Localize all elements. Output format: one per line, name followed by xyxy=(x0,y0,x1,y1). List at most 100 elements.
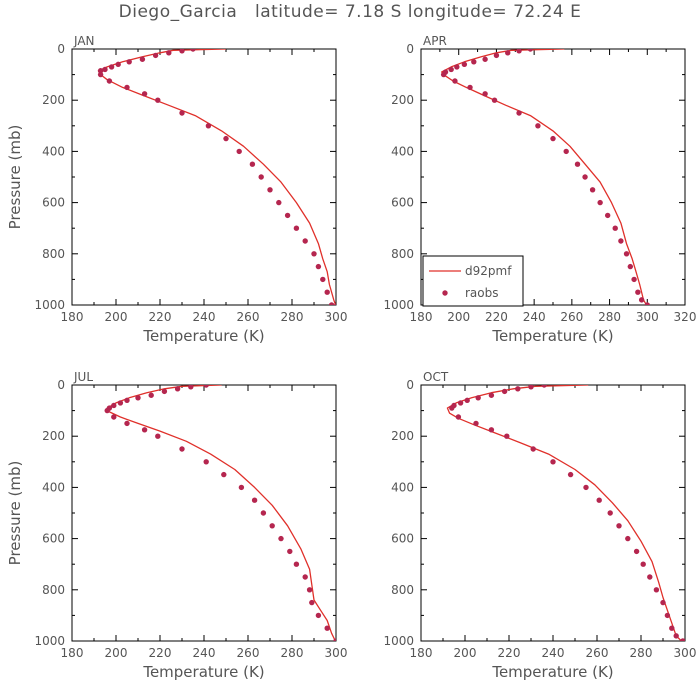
x-axis-label: Temperature (K) xyxy=(142,663,264,681)
y-tick-label: 800 xyxy=(391,247,414,261)
data-point-raobs xyxy=(324,289,330,295)
data-point-raobs xyxy=(302,238,308,244)
legend-dot-swatch xyxy=(442,290,448,296)
data-point-raobs xyxy=(604,212,611,219)
data-point-raobs xyxy=(111,402,117,409)
y-tick-label: 1000 xyxy=(383,298,414,312)
series-line-d92pmf xyxy=(106,385,336,641)
x-tick-label: 200 xyxy=(105,646,128,660)
x-tick-label: 280 xyxy=(281,646,304,660)
data-point-raobs xyxy=(108,64,115,70)
x-tick-label: 180 xyxy=(410,646,433,660)
y-tick-label: 0 xyxy=(406,378,414,392)
x-tick-label: 220 xyxy=(498,646,521,660)
data-point-raobs xyxy=(631,276,637,283)
data-point-raobs xyxy=(152,52,159,59)
data-point-raobs xyxy=(203,385,209,388)
y-tick-label: 0 xyxy=(57,378,65,392)
data-point-raobs xyxy=(493,52,500,59)
data-point-raobs xyxy=(625,535,631,542)
y-tick-label: 1000 xyxy=(383,634,414,648)
data-point-raobs xyxy=(669,625,675,631)
y-tick-label: 800 xyxy=(42,583,65,597)
data-point-raobs xyxy=(644,302,650,305)
y-tick-label: 200 xyxy=(391,93,414,107)
x-tick-label: 240 xyxy=(523,310,546,324)
data-point-raobs xyxy=(664,612,671,619)
data-point-raobs xyxy=(607,510,613,516)
data-point-raobs xyxy=(673,633,679,639)
data-point-raobs xyxy=(221,471,227,478)
data-point-raobs xyxy=(141,427,148,433)
y-tick-label: 600 xyxy=(391,532,414,546)
data-point-raobs xyxy=(315,612,322,619)
plot-frame xyxy=(71,48,337,306)
data-point-raobs xyxy=(467,84,473,91)
x-tick-label: 180 xyxy=(61,310,84,324)
data-point-raobs xyxy=(516,110,522,116)
data-point-raobs xyxy=(249,161,256,167)
x-tick-label: 280 xyxy=(281,310,304,324)
data-point-raobs xyxy=(155,97,161,103)
data-point-raobs xyxy=(276,199,282,206)
panel-jul: 180 200 220 240 260 280 300 0 200 400 600 800 1000 JU… xyxy=(6,370,347,681)
data-point-raobs xyxy=(640,561,646,567)
data-point-raobs xyxy=(583,484,589,491)
y-axis-label: Pressure (mb) xyxy=(6,461,24,566)
legend-label-model: d92pmf xyxy=(465,264,512,278)
legend-box xyxy=(422,255,524,307)
data-point-raobs xyxy=(596,497,602,503)
data-point-raobs xyxy=(488,392,495,398)
data-point-raobs xyxy=(452,78,458,84)
data-point-raobs xyxy=(306,587,313,593)
data-point-raobs xyxy=(612,225,618,231)
data-point-raobs xyxy=(309,599,315,606)
data-point-raobs xyxy=(563,148,569,155)
data-point-raobs xyxy=(223,135,229,142)
data-point-raobs xyxy=(618,238,624,244)
data-point-raobs xyxy=(320,276,326,283)
data-point-raobs xyxy=(473,420,479,427)
x-axis-label: Temperature (K) xyxy=(142,327,264,345)
data-point-raobs xyxy=(236,148,242,155)
data-point-raobs xyxy=(597,199,603,206)
y-tick-label: 200 xyxy=(42,93,65,107)
y-tick-label: 0 xyxy=(406,42,414,56)
data-point-raobs xyxy=(440,71,447,78)
plot-area xyxy=(440,49,650,305)
data-point-raobs xyxy=(528,385,534,390)
figure-title: Diego_Garcia latitude= 7.18 S longitude=… xyxy=(118,2,582,22)
data-point-raobs xyxy=(126,59,132,65)
legend-label-obs: raobs xyxy=(465,286,499,300)
data-point-raobs xyxy=(324,625,330,631)
y-tick-label: 600 xyxy=(42,532,65,546)
data-point-raobs xyxy=(260,510,267,516)
series-line-d92pmf xyxy=(97,49,336,305)
y-axis-label: Pressure (mb) xyxy=(6,125,24,230)
data-point-raobs xyxy=(161,388,168,395)
legend: d92pmf raobs xyxy=(422,255,524,307)
data-point-raobs xyxy=(258,174,264,180)
data-point-raobs xyxy=(516,49,522,54)
data-point-raobs xyxy=(284,212,291,219)
data-point-raobs xyxy=(501,388,508,395)
data-point-raobs xyxy=(515,386,521,392)
x-tick-label: 320 xyxy=(674,310,697,324)
data-point-raobs xyxy=(582,174,588,180)
data-point-raobs xyxy=(491,97,498,103)
data-point-raobs xyxy=(111,414,117,420)
data-point-raobs xyxy=(448,66,454,73)
data-point-raobs xyxy=(475,395,481,401)
x-axis-label: Temperature (K) xyxy=(491,327,613,345)
data-point-raobs xyxy=(482,91,488,97)
data-point-raobs xyxy=(627,263,634,270)
data-point-raobs xyxy=(574,161,581,167)
data-point-raobs xyxy=(117,400,124,406)
data-point-raobs xyxy=(102,66,108,73)
data-point-raobs xyxy=(311,251,317,257)
y-tick-label: 400 xyxy=(391,480,414,494)
data-point-raobs xyxy=(471,59,477,65)
y-tick-label: 400 xyxy=(42,144,65,158)
data-point-raobs xyxy=(527,49,534,52)
